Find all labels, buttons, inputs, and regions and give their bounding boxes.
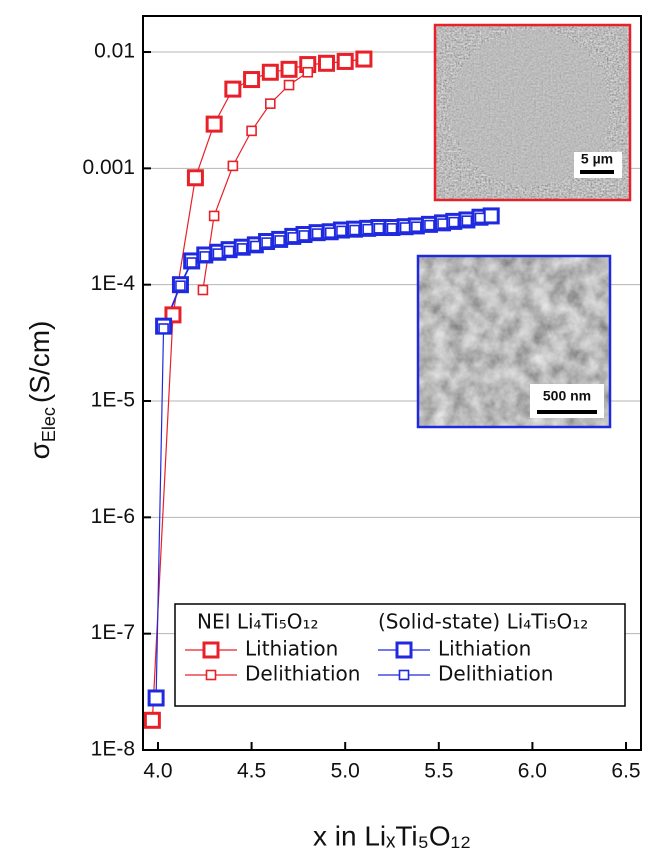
marker	[236, 243, 248, 254]
marker	[373, 223, 385, 234]
marker	[482, 207, 500, 225]
marker	[283, 79, 295, 91]
marker	[461, 215, 473, 226]
marker	[474, 212, 486, 224]
legend-label: Delithiation	[438, 662, 553, 686]
marker	[317, 54, 335, 72]
marker	[199, 251, 211, 262]
marker	[287, 232, 299, 243]
legend-label: Lithiation	[245, 637, 338, 661]
x-tick-label: 5.0	[331, 760, 360, 783]
legend-marker	[395, 641, 413, 659]
marker	[355, 50, 373, 68]
marker	[336, 52, 354, 70]
x-axis-label: x in LiₓTi₅O₁₂	[313, 820, 471, 851]
marker	[208, 210, 220, 222]
y-tick-label: 1E-4	[91, 272, 136, 295]
marker	[298, 230, 310, 241]
legend-label: Delithiation	[245, 662, 360, 686]
legend: NEI Li₄Ti₅O₁₂ (Solid-state) Li₄Ti₅O₁₂ Lith…	[174, 603, 626, 707]
x-tick-label: 4.5	[237, 760, 266, 783]
plot	[143, 50, 500, 729]
x-tick-label: 6.5	[611, 760, 640, 783]
marker	[243, 71, 261, 89]
marker	[437, 218, 448, 229]
marker	[265, 98, 276, 109]
marker	[246, 125, 257, 137]
y-tick-label: 0.001	[82, 156, 135, 179]
axes: 1E-8 1E-7 1E-6 1E-5 1E-4 0.001 0.01 4.0 4.5 5.0 5.…	[82, 40, 640, 783]
legend-marker	[205, 669, 217, 681]
legend-title: (Solid-state) Li₄Ti₅O₁₂	[378, 610, 588, 634]
marker	[197, 284, 209, 296]
marker	[311, 228, 323, 239]
marker	[280, 60, 298, 78]
marker	[349, 224, 360, 236]
marker	[411, 221, 422, 233]
marker	[205, 115, 223, 133]
y-tick-label: 0.01	[94, 40, 135, 63]
y-label-symbol: σ	[24, 442, 55, 459]
marker	[147, 689, 165, 707]
legend-marker	[398, 669, 410, 681]
sem-particle	[450, 30, 610, 186]
y-label-unit: (S/cm)	[24, 321, 55, 403]
marker	[175, 280, 186, 292]
marker	[336, 225, 347, 237]
marker	[324, 227, 336, 238]
y-axis-label: σElec (S/cm)	[24, 321, 58, 460]
marker	[212, 248, 224, 259]
marker	[143, 711, 161, 729]
marker	[362, 223, 373, 235]
inset-frame	[416, 254, 612, 429]
marker	[302, 66, 314, 78]
insets: 5 µm 500 nm	[416, 23, 632, 429]
x-tick-label: 5.5	[424, 760, 453, 783]
marker	[261, 237, 272, 248]
marker	[424, 219, 435, 231]
marker	[223, 245, 235, 257]
marker	[224, 80, 242, 98]
marker	[227, 160, 239, 172]
marker	[186, 169, 204, 187]
y-tick-label: 1E-6	[91, 505, 135, 528]
y-tick-label: 1E-7	[91, 621, 135, 644]
marker	[158, 323, 169, 334]
x-tick-label: 6.0	[518, 760, 547, 783]
plot-frame	[142, 15, 642, 751]
scale-label: 5 µm	[581, 151, 613, 167]
x-tick-label: 4.0	[143, 760, 172, 783]
marker	[448, 216, 460, 228]
y-label-subscript: Elec	[39, 407, 59, 442]
y-tick-label: 1E-5	[91, 389, 135, 412]
legend-marker	[202, 641, 220, 659]
marker	[186, 257, 197, 268]
marker	[250, 240, 261, 252]
marker	[274, 235, 285, 246]
y-tick-label: 1E-8	[91, 738, 135, 761]
marker	[261, 63, 279, 81]
legend-title: NEI Li₄Ti₅O₁₂	[197, 610, 319, 634]
scale-label: 500 nm	[543, 388, 591, 404]
marker	[399, 222, 411, 233]
legend-label: Lithiation	[438, 637, 531, 661]
inset-frame	[433, 23, 632, 202]
marker	[386, 223, 398, 234]
